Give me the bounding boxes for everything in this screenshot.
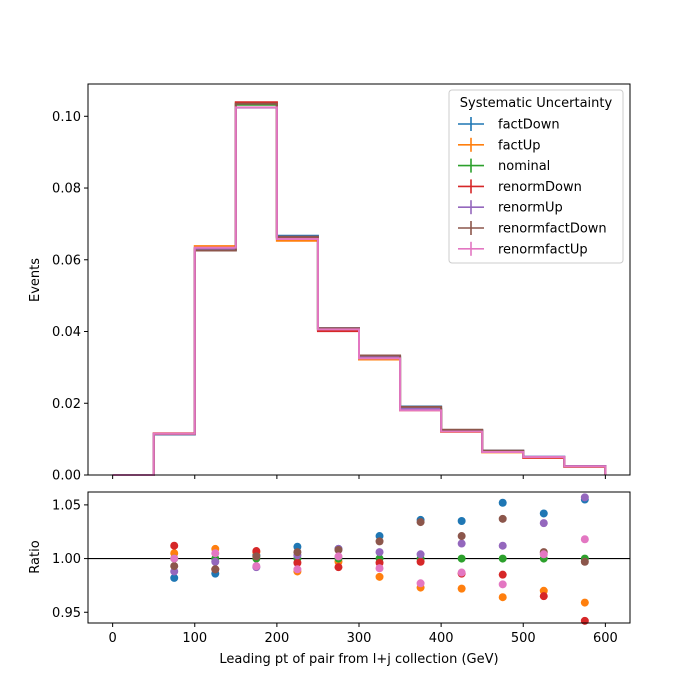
legend-entry-renormUp: renormUp	[458, 200, 563, 216]
ratio-point-renormfactUp	[416, 579, 425, 588]
ratio-point-renormDown	[334, 563, 343, 572]
ratio-point-renormfactUp	[170, 554, 179, 563]
ratio-point-renormfactUp	[498, 580, 507, 589]
x-tick-label: 200	[264, 631, 289, 646]
ratio-point-renormUp	[580, 493, 589, 502]
ratio-point-renormUp	[211, 557, 220, 566]
ratio-point-renormfactDown	[252, 552, 261, 561]
ratio-point-renormUp	[375, 548, 384, 557]
main-y-tick-label: 0.10	[52, 110, 81, 125]
ratio-point-factDown	[457, 516, 466, 525]
legend-label-nominal: nominal	[498, 159, 550, 174]
main-y-ticks: 0.00 0.02 0.04 0.06 0.08 0.10	[52, 110, 88, 484]
ratio-point-renormfactUp	[211, 549, 220, 558]
ratio-point-renormfactUp	[457, 568, 466, 577]
legend-box	[448, 89, 624, 264]
x-tick-label: 300	[347, 631, 372, 646]
ratio-point-renormUp	[539, 519, 548, 528]
main-y-tick-label: 0.08	[52, 182, 81, 197]
main-x-ticks	[112, 475, 606, 479]
ratio-point-factUp	[498, 593, 507, 602]
ratio-point-factUp	[580, 598, 589, 607]
ratio-point-renormDown	[539, 592, 548, 601]
ratio-point-factDown	[498, 498, 507, 507]
main-y-axis-label: Events	[28, 258, 43, 302]
ratio-point-renormfactUp	[334, 552, 343, 561]
legend-entry-renormfactDown: renormfactDown	[458, 221, 607, 237]
ratio-point-renormfactUp	[580, 535, 589, 544]
legend-label-factDown: factDown	[498, 118, 560, 133]
ratio-point-renormDown	[498, 570, 507, 579]
main-histogram-series	[112, 101, 607, 476]
ratio-point-renormfactDown	[170, 562, 179, 571]
x-tick-label: 400	[429, 631, 454, 646]
ratio-point-factUp	[375, 572, 384, 581]
main-y-tick-label: 0.02	[52, 397, 81, 412]
ratio-point-factUp	[457, 584, 466, 593]
main-panel: 0.00 0.02 0.04 0.06 0.08 0.10 Events Systemat…	[28, 83, 631, 484]
ratio-point-renormfactDown	[457, 532, 466, 541]
ratio-point-renormfactDown	[375, 537, 384, 546]
ratio-y-axis-label: Ratio	[28, 540, 43, 573]
ratio-point-renormfactUp	[375, 564, 384, 573]
x-tick-label: 500	[511, 631, 536, 646]
legend-label-renormfactUp: renormfactUp	[498, 242, 588, 257]
ratio-point-renormDown	[416, 557, 425, 566]
legend-entry-nominal: nominal	[458, 158, 550, 174]
x-axis-label: Leading pt of pair from l+j collection (…	[219, 652, 498, 667]
ratio-x-ticks: 0 100 200 300 400 500 600	[108, 623, 618, 646]
legend-entry-factUp: factUp	[458, 137, 541, 153]
ratio-point-nominal	[457, 554, 466, 563]
ratio-point-factDown	[539, 509, 548, 518]
ratio-y-tick-label: 0.95	[52, 606, 81, 621]
ratio-point-renormUp	[457, 539, 466, 548]
legend-entry-renormDown: renormDown	[458, 179, 582, 195]
main-y-tick-label: 0.04	[52, 325, 81, 340]
ratio-y-tick-label: 1.05	[52, 498, 81, 513]
ratio-point-renormfactUp	[252, 562, 261, 571]
x-tick-label: 100	[182, 631, 207, 646]
main-y-tick-label: 0.06	[52, 253, 81, 268]
legend-label-renormfactDown: renormfactDown	[498, 222, 607, 237]
ratio-point-renormfactDown	[416, 518, 425, 527]
ratio-point-renormDown	[293, 558, 302, 567]
legend-label-renormDown: renormDown	[498, 180, 582, 195]
x-tick-label: 0	[108, 631, 116, 646]
ratio-point-renormfactDown	[293, 548, 302, 557]
legend-label-renormUp: renormUp	[498, 201, 563, 216]
main-y-tick-label: 0.00	[52, 469, 81, 484]
ratio-point-renormDown	[580, 616, 589, 625]
legend-entries: factDown factUp nominal renormDown renormUp r…	[458, 117, 607, 257]
ratio-point-renormfactUp	[293, 565, 302, 574]
ratio-point-renormfactDown	[580, 557, 589, 566]
legend: Systematic Uncertainty factDown factUp nom…	[448, 89, 624, 264]
ratio-panel: 0.95 1.00 1.05 0 100 200 300 400 500 600 Ratio L…	[28, 491, 631, 667]
ratio-point-renormUp	[416, 550, 425, 559]
ratio-plot-area	[88, 492, 630, 623]
legend-entry-factDown: factDown	[458, 117, 560, 133]
ratio-points	[170, 493, 589, 625]
legend-title: Systematic Uncertainty	[460, 96, 613, 111]
ratio-y-ticks: 0.95 1.00 1.05	[52, 498, 88, 621]
ratio-point-renormUp	[498, 541, 507, 550]
legend-label-factUp: factUp	[498, 138, 541, 153]
x-tick-label: 600	[593, 631, 618, 646]
ratio-point-renormfactDown	[334, 545, 343, 554]
ratio-point-renormDown	[170, 541, 179, 550]
ratio-point-renormfactDown	[498, 514, 507, 523]
histogram-line-renormfactUp	[112, 106, 607, 476]
ratio-point-nominal	[498, 554, 507, 563]
ratio-y-tick-label: 1.00	[52, 552, 81, 567]
ratio-point-factDown	[170, 573, 179, 582]
legend-entry-renormfactUp: renormfactUp	[458, 241, 588, 257]
ratio-point-renormfactDown	[211, 565, 220, 574]
ratio-point-renormfactUp	[539, 550, 548, 559]
